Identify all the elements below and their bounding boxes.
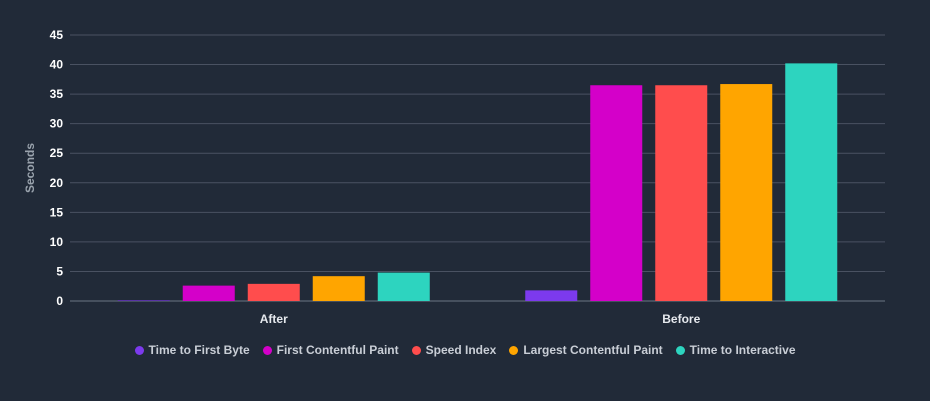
bar-after-largest-contentful-paint <box>312 276 365 301</box>
bar-before-first-contentful-paint <box>590 85 643 301</box>
legend-marker-icon <box>509 345 519 355</box>
bar-after-speed-index <box>247 283 300 301</box>
legend-label: Time to First Byte <box>148 343 250 357</box>
y-tick-label-20: 20 <box>50 176 64 190</box>
legend-marker-icon <box>262 345 272 355</box>
legend-marker-icon <box>134 345 144 355</box>
legend-marker-icon <box>411 345 421 355</box>
chart-legend: Time to First Byte First Contentful Paint… <box>0 343 930 357</box>
bar-after-first-contentful-paint <box>182 285 235 301</box>
legend-marker-icon <box>675 345 685 355</box>
bar-before-largest-contentful-paint <box>720 84 773 301</box>
bar-after-time-to-interactive <box>377 272 430 301</box>
y-tick-label-40: 40 <box>50 58 64 72</box>
bar-after-time-to-first-byte <box>117 300 170 301</box>
y-tick-label-15: 15 <box>50 205 64 219</box>
bar-before-time-to-interactive <box>785 63 838 301</box>
y-tick-label-45: 45 <box>50 28 64 42</box>
legend-label: Speed Index <box>425 343 497 357</box>
legend-label: First Contentful Paint <box>276 343 399 357</box>
legend-label: Time to Interactive <box>689 343 796 357</box>
legend-item-largest-contentful-paint[interactable]: Largest Contentful Paint <box>509 343 663 357</box>
bar-chart: 0 5 10 15 20 25 30 35 40 45 Seconds After Before <box>23 28 885 326</box>
y-tick-label-30: 30 <box>50 117 64 131</box>
y-tick-label-35: 35 <box>50 87 64 101</box>
y-tick-label-0: 0 <box>56 294 63 308</box>
legend-item-time-to-first-byte[interactable]: Time to First Byte <box>134 343 250 357</box>
legend-item-speed-index[interactable]: Speed Index <box>411 343 497 357</box>
y-tick-label-10: 10 <box>50 235 64 249</box>
legend-item-time-to-interactive[interactable]: Time to Interactive <box>675 343 796 357</box>
x-tick-label-after: After <box>260 312 288 326</box>
legend-label: Largest Contentful Paint <box>523 343 663 357</box>
bar-before-speed-index <box>655 85 708 301</box>
y-axis-title: Seconds <box>23 143 37 193</box>
y-tick-label-25: 25 <box>50 146 64 160</box>
y-tick-label-5: 5 <box>56 264 63 278</box>
bar-before-time-to-first-byte <box>525 290 578 301</box>
x-tick-label-before: Before <box>662 312 700 326</box>
legend-item-first-contentful-paint[interactable]: First Contentful Paint <box>262 343 399 357</box>
